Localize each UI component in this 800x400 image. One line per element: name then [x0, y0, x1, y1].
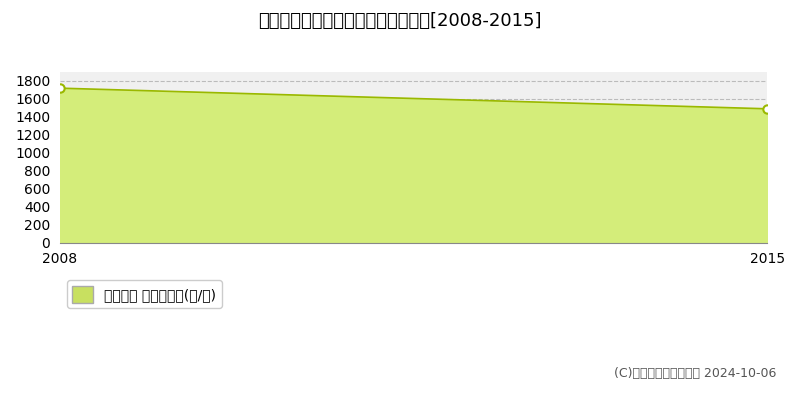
Legend: 林地価格 平均嵪単価(円/嵪): 林地価格 平均嵪単価(円/嵪) — [67, 280, 222, 308]
Text: (C)土地価格ドットコム 2024-10-06: (C)土地価格ドットコム 2024-10-06 — [614, 367, 776, 380]
Text: 鵳珠郡能登町十郎原　林地価格推移[2008-2015]: 鵳珠郡能登町十郎原 林地価格推移[2008-2015] — [258, 12, 542, 30]
